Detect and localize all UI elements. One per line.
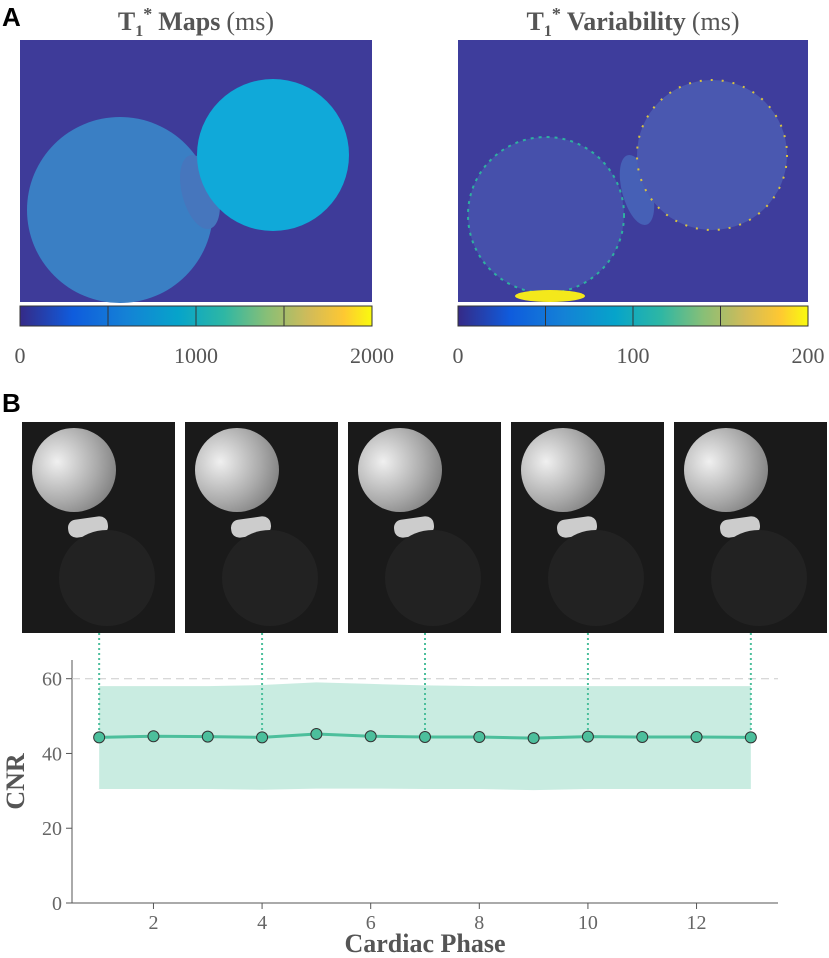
x-tick-label: 6 <box>366 912 376 934</box>
y-tick-label: 0 <box>52 893 62 915</box>
point <box>364 730 377 743</box>
phase-image-part <box>385 530 481 626</box>
title-part: T <box>527 7 544 36</box>
title-part: 1 <box>544 23 552 40</box>
phase-image-part <box>222 530 318 626</box>
map-title: T1* Maps (ms) <box>118 4 274 40</box>
point <box>201 730 214 743</box>
point <box>419 731 431 744</box>
title-part: Maps <box>158 7 220 36</box>
colorbar-tick-label: 2000 <box>350 343 394 368</box>
title-part: * <box>552 4 561 24</box>
phase-image-part <box>711 530 807 626</box>
title-part: 1 <box>135 23 143 40</box>
title-part: Variability <box>567 7 686 36</box>
x-axis-label: Cardiac Phase <box>344 929 505 958</box>
x-tick-label: 10 <box>578 912 598 934</box>
point <box>256 731 269 744</box>
panel-label: A <box>2 2 21 32</box>
phase-image-part <box>548 530 644 626</box>
map-title: T1* Variability (ms) <box>527 4 740 40</box>
point <box>93 731 106 744</box>
y-tick-label: 40 <box>42 743 62 765</box>
phase-image-part <box>521 428 605 512</box>
y-axis-label: CNR <box>1 753 30 810</box>
x-tick-label: 4 <box>257 912 267 934</box>
x-tick-label: 8 <box>474 912 484 934</box>
colorbar-tick-label: 100 <box>617 343 650 368</box>
phase-image-part <box>358 428 442 512</box>
point <box>147 730 160 743</box>
title-part: (ms) <box>226 7 274 36</box>
x-tick-label: 2 <box>148 912 158 934</box>
point <box>690 731 703 744</box>
colorbar-tick-label: 1000 <box>174 343 218 368</box>
title-part: T <box>118 7 135 36</box>
point <box>581 730 594 743</box>
colorbar-tick-label: 0 <box>15 343 26 368</box>
title-part: (ms) <box>692 7 740 36</box>
point <box>636 731 649 744</box>
panel-label: B <box>2 388 21 418</box>
phase-image-part <box>59 530 155 626</box>
y-tick-label: 60 <box>42 669 62 691</box>
title-part: * <box>143 4 152 24</box>
point <box>310 728 323 741</box>
point <box>744 731 757 744</box>
colorbar-tick-label: 200 <box>792 343 825 368</box>
phase-image-part <box>32 428 116 512</box>
x-tick-label: 12 <box>687 912 707 934</box>
t1-map-image <box>20 40 372 303</box>
phase-image-part <box>684 428 768 512</box>
variability-map-image <box>458 40 808 302</box>
point <box>473 731 486 744</box>
point <box>527 732 540 745</box>
colorbar-tick-label: 0 <box>453 343 464 368</box>
y-tick-label: 20 <box>42 818 62 840</box>
phase-image-part <box>195 428 279 512</box>
